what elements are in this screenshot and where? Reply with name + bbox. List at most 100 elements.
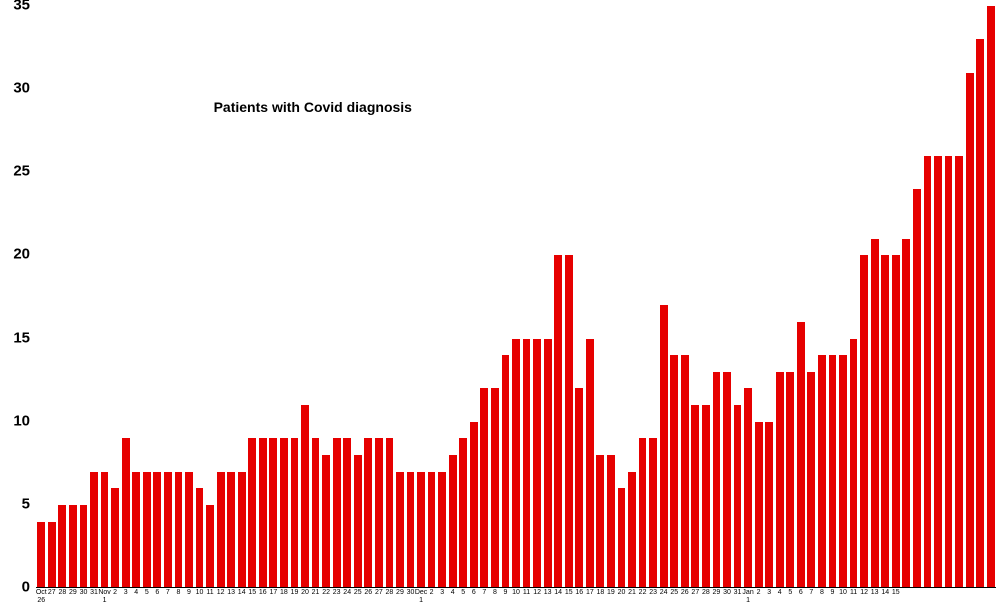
x-axis-tick-label: Dec 1 bbox=[415, 589, 427, 605]
bar bbox=[533, 339, 541, 588]
bar bbox=[797, 322, 805, 588]
x-axis-tick-label: 7 bbox=[166, 589, 170, 597]
x-axis-tick-label: Nov 1 bbox=[98, 589, 110, 605]
bar bbox=[818, 355, 826, 588]
x-axis-tick-label: 12 bbox=[217, 589, 225, 597]
bar bbox=[639, 438, 647, 588]
x-axis-tick-label: 30 bbox=[723, 589, 731, 597]
bar bbox=[945, 156, 953, 588]
bar bbox=[829, 355, 837, 588]
x-axis-tick-label: 6 bbox=[472, 589, 476, 597]
bar bbox=[375, 438, 383, 588]
bar bbox=[744, 388, 752, 588]
bar bbox=[354, 455, 362, 588]
x-axis-tick-label: 7 bbox=[482, 589, 486, 597]
x-axis-tick-label: 6 bbox=[155, 589, 159, 597]
bar bbox=[755, 422, 763, 588]
bar bbox=[164, 472, 172, 588]
bar bbox=[596, 455, 604, 588]
x-axis-tick-label: 9 bbox=[187, 589, 191, 597]
bar bbox=[111, 488, 119, 588]
bar bbox=[892, 255, 900, 588]
bar bbox=[101, 472, 109, 588]
x-axis-tick-label: 17 bbox=[586, 589, 594, 597]
x-axis-tick-label: 26 bbox=[681, 589, 689, 597]
bar bbox=[955, 156, 963, 588]
y-axis-tick-label: 15 bbox=[13, 329, 30, 346]
bars-container bbox=[36, 6, 996, 588]
y-axis-tick-label: 25 bbox=[13, 163, 30, 180]
bar bbox=[670, 355, 678, 588]
x-axis-tick-label: 13 bbox=[544, 589, 552, 597]
x-axis-tick-label: 22 bbox=[639, 589, 647, 597]
x-axis-tick-label: 3 bbox=[440, 589, 444, 597]
bar bbox=[291, 438, 299, 588]
y-axis-tick-label: 10 bbox=[13, 412, 30, 429]
bar bbox=[502, 355, 510, 588]
bar bbox=[37, 522, 45, 589]
bar bbox=[428, 472, 436, 588]
x-axis-tick-label: 14 bbox=[881, 589, 889, 597]
x-axis-tick-label: 20 bbox=[618, 589, 626, 597]
x-axis-tick-label: 10 bbox=[196, 589, 204, 597]
bar bbox=[586, 339, 594, 588]
x-axis-tick-label: 9 bbox=[503, 589, 507, 597]
bar bbox=[871, 239, 879, 588]
x-axis-tick-label: 10 bbox=[839, 589, 847, 597]
x-axis-tick-label: 21 bbox=[628, 589, 636, 597]
x-axis-tick-label: 28 bbox=[702, 589, 710, 597]
x-axis-tick-label: 21 bbox=[312, 589, 320, 597]
x-axis-tick-label: 16 bbox=[575, 589, 583, 597]
bar bbox=[881, 255, 889, 588]
x-axis-tick-label: 15 bbox=[892, 589, 900, 597]
x-axis-tick-label: 25 bbox=[354, 589, 362, 597]
bar bbox=[734, 405, 742, 588]
bar bbox=[312, 438, 320, 588]
bar bbox=[206, 505, 214, 588]
bar bbox=[333, 438, 341, 588]
x-axis-tick-label: 31 bbox=[90, 589, 98, 597]
bar bbox=[301, 405, 309, 588]
plot-area: Patients with Covid diagnosis 0510152025… bbox=[36, 6, 996, 588]
y-axis-tick-label: 20 bbox=[13, 246, 30, 263]
x-axis-tick-label: 18 bbox=[596, 589, 604, 597]
x-axis-tick-label: 18 bbox=[280, 589, 288, 597]
bar bbox=[786, 372, 794, 588]
x-axis-tick-label: 4 bbox=[134, 589, 138, 597]
bar bbox=[575, 388, 583, 588]
x-axis-baseline bbox=[36, 587, 996, 588]
x-axis-tick-label: 13 bbox=[871, 589, 879, 597]
x-axis-tick-label: 29 bbox=[69, 589, 77, 597]
bar bbox=[185, 472, 193, 588]
y-axis-tick-label: 0 bbox=[22, 579, 30, 596]
x-axis-tick-label: 15 bbox=[565, 589, 573, 597]
x-axis-tick-label: 25 bbox=[670, 589, 678, 597]
x-axis-tick-label: 29 bbox=[396, 589, 404, 597]
y-axis-tick-label: 35 bbox=[13, 0, 30, 14]
x-axis-tick-label: Oct 26 bbox=[36, 589, 47, 605]
x-axis-tick-label: 16 bbox=[259, 589, 267, 597]
x-axis-tick-label: 19 bbox=[291, 589, 299, 597]
x-axis-tick-label: 9 bbox=[831, 589, 835, 597]
bar bbox=[713, 372, 721, 588]
bar bbox=[691, 405, 699, 588]
x-axis-tick-label: 10 bbox=[512, 589, 520, 597]
x-axis-tick-label: 26 bbox=[364, 589, 372, 597]
bar bbox=[396, 472, 404, 588]
bar bbox=[80, 505, 88, 588]
x-axis-tick-label: 4 bbox=[451, 589, 455, 597]
x-axis-tick-label: 29 bbox=[713, 589, 721, 597]
x-axis-tick-label: 8 bbox=[493, 589, 497, 597]
x-axis-tick-label: 2 bbox=[113, 589, 117, 597]
bar bbox=[343, 438, 351, 588]
x-axis-tick-label: 27 bbox=[691, 589, 699, 597]
x-axis-tick-label: 28 bbox=[386, 589, 394, 597]
bar bbox=[58, 505, 66, 588]
x-axis-tick-label: 3 bbox=[124, 589, 128, 597]
x-axis-tick-label: 24 bbox=[660, 589, 668, 597]
x-axis-tick-label: 30 bbox=[407, 589, 415, 597]
bar bbox=[565, 255, 573, 588]
x-axis-tick-label: 11 bbox=[523, 589, 530, 597]
bar bbox=[217, 472, 225, 588]
bar bbox=[417, 472, 425, 588]
